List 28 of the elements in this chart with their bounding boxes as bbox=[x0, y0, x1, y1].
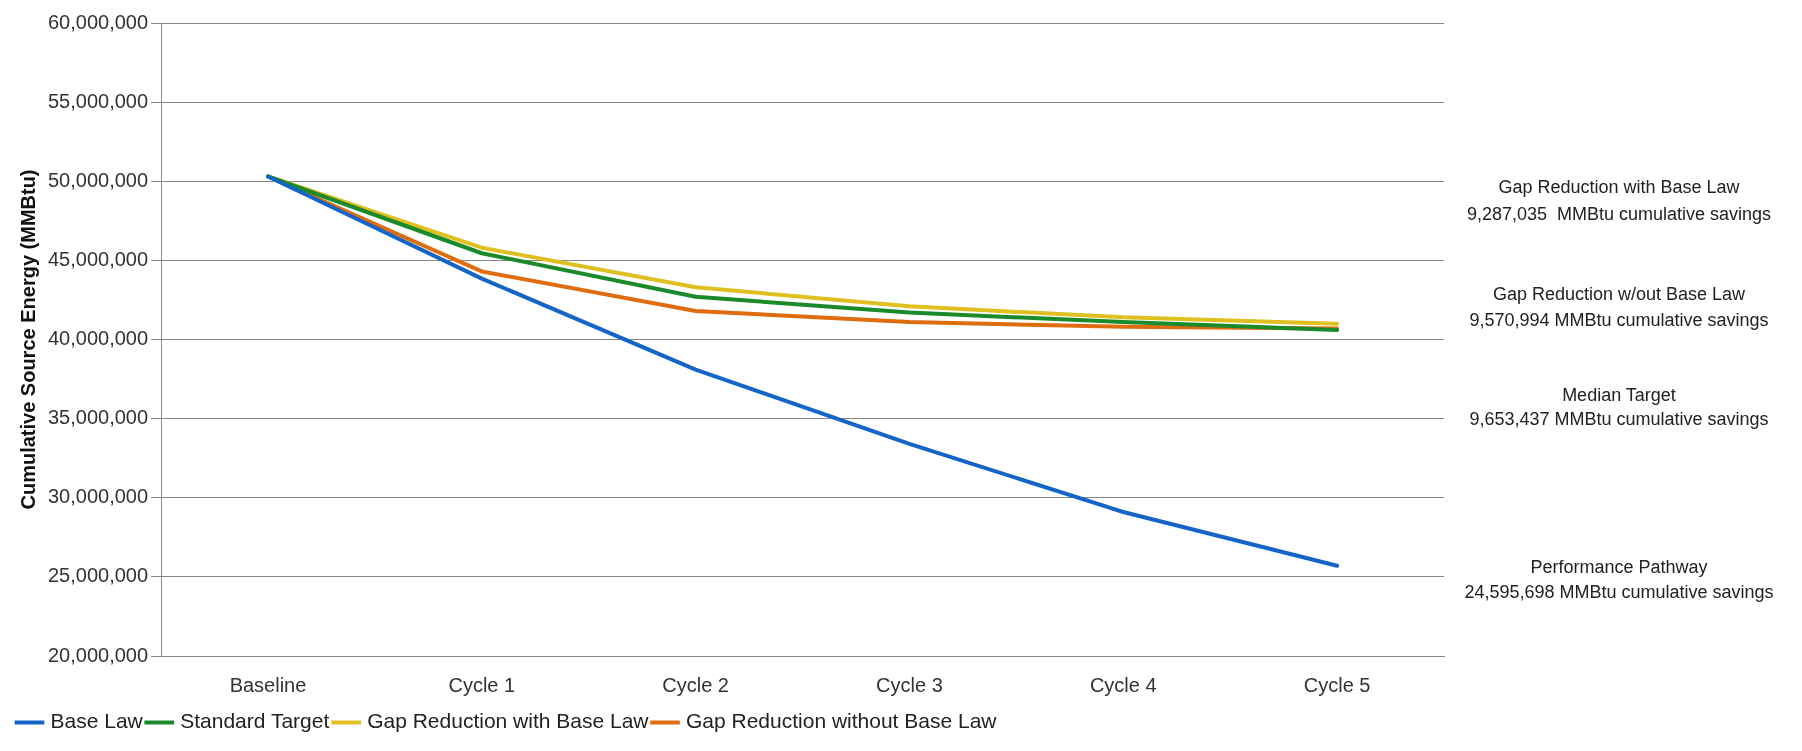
x-tick-label: Cycle 5 bbox=[1303, 673, 1371, 696]
text: 9,287,035 MMBtu cumulative savings bbox=[1466, 203, 1772, 224]
y-tick-label: 25,000,000 bbox=[47, 564, 149, 587]
y-tick-label: 20,000,000 bbox=[47, 643, 149, 666]
y-axis-title: Cumulative Source Energy (MMBtu) bbox=[16, 169, 39, 510]
y-tick-label: 40,000,000 bbox=[47, 327, 149, 350]
y-tick-label: 55,000,000 bbox=[47, 89, 149, 112]
y-tick-label: 60,000,000 bbox=[47, 10, 149, 33]
text: Median Target bbox=[1562, 384, 1676, 405]
y-tick-label: 30,000,000 bbox=[47, 485, 149, 508]
y-tick-label: 35,000,000 bbox=[47, 406, 149, 429]
text: 9,653,437 MMBtu cumulative savings bbox=[1469, 408, 1769, 429]
x-tick-label: Cycle 3 bbox=[876, 673, 943, 696]
x-tick-label: Cycle 4 bbox=[1089, 673, 1157, 696]
legend-label: Gap Reduction without Base Law bbox=[685, 709, 998, 733]
text: Gap Reduction with Base Law bbox=[1498, 176, 1741, 197]
y-tick-label: 50,000,000 bbox=[47, 168, 149, 191]
text: Gap Reduction w/out Base Law bbox=[1492, 283, 1747, 304]
legend-label: Base Law bbox=[50, 709, 144, 733]
legend-label: Gap Reduction with Base Law bbox=[367, 709, 650, 733]
y-tick-label: 45,000,000 bbox=[47, 247, 149, 270]
text: 24,595,698 MMBtu cumulative savings bbox=[1464, 581, 1774, 602]
legend-label: Standard Target bbox=[180, 709, 330, 733]
x-tick-label: Cycle 2 bbox=[662, 673, 729, 696]
x-tick-label: Baseline bbox=[229, 673, 307, 696]
x-tick-label: Cycle 1 bbox=[448, 673, 516, 696]
text: 9,570,994 MMBtu cumulative savings bbox=[1469, 309, 1769, 330]
text: Performance Pathway bbox=[1530, 556, 1708, 577]
